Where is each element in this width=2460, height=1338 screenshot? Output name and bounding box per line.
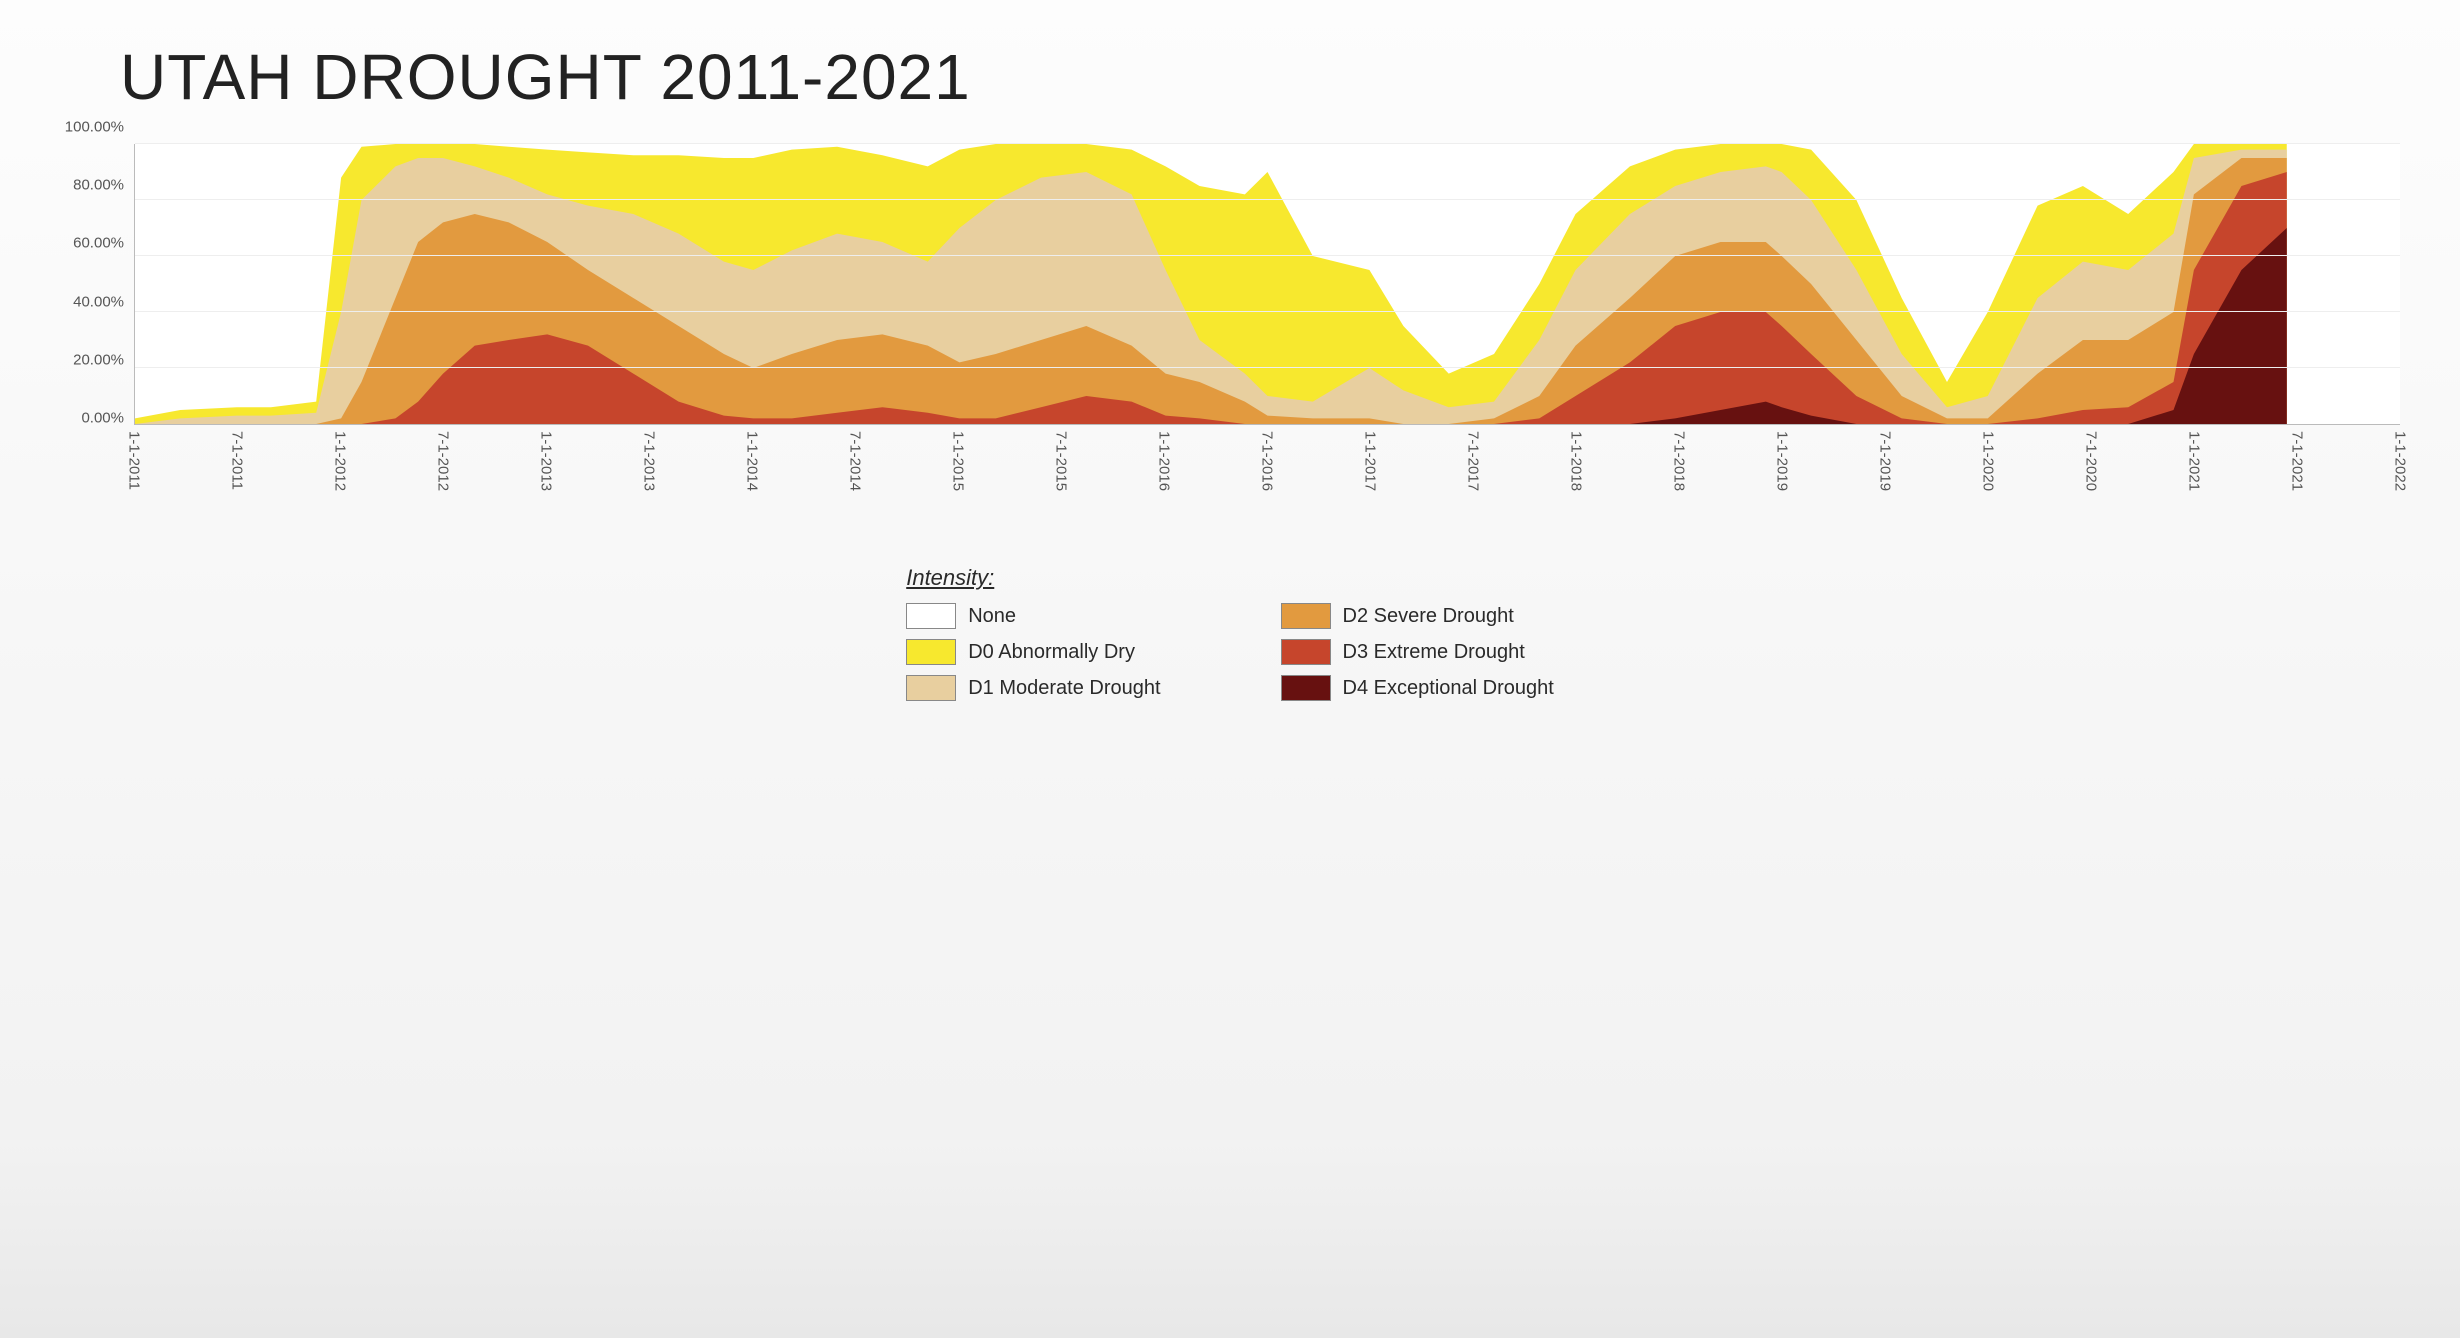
- legend-swatch: [906, 603, 956, 629]
- x-tick-label: 1-1-2020: [1980, 431, 1997, 491]
- x-tick-label: 1-1-2011: [126, 431, 143, 490]
- x-tick-label: 7-1-2015: [1053, 431, 1070, 491]
- x-tick-label: 7-1-2016: [1259, 431, 1276, 491]
- legend-swatch: [1281, 603, 1331, 629]
- y-axis: 0.00%20.00%40.00%60.00%80.00%100.00%: [60, 144, 130, 435]
- legend-item: D3 Extreme Drought: [1281, 639, 1554, 665]
- area-svg: [135, 144, 2400, 424]
- chart-plot-area: [134, 144, 2400, 425]
- x-axis: 1-1-20117-1-20111-1-20127-1-20121-1-2013…: [134, 425, 2400, 495]
- x-tick-label: 7-1-2012: [435, 431, 452, 491]
- legend-swatch: [906, 675, 956, 701]
- x-tick-label: 7-1-2021: [2289, 431, 2306, 491]
- legend-grid: None D2 Severe Drought D0 Abnormally Dry D3…: [906, 603, 1554, 701]
- x-tick-label: 7-1-2013: [641, 431, 658, 491]
- x-tick-label: 1-1-2014: [744, 431, 761, 491]
- x-tick-label: 1-1-2013: [538, 431, 555, 491]
- x-tick-label: 7-1-2020: [2083, 431, 2100, 491]
- y-tick-label: 20.00%: [73, 351, 124, 368]
- y-tick-label: 80.00%: [73, 177, 124, 194]
- legend-label: None: [968, 605, 1016, 628]
- grid-line: [135, 255, 2400, 256]
- x-tick-label: 1-1-2012: [332, 431, 349, 491]
- x-tick-label: 7-1-2019: [1877, 431, 1894, 491]
- grid-line: [135, 311, 2400, 312]
- x-tick-label: 1-1-2019: [1774, 431, 1791, 491]
- x-tick-label: 1-1-2016: [1156, 431, 1173, 491]
- page-title: UTAH DROUGHT 2011-2021: [120, 40, 2400, 114]
- legend-label: D4 Exceptional Drought: [1343, 677, 1554, 700]
- grid-line: [135, 143, 2400, 144]
- y-tick-label: 100.00%: [65, 119, 124, 136]
- x-tick-label: 1-1-2017: [1362, 431, 1379, 491]
- legend-title: Intensity:: [906, 565, 1554, 591]
- legend-item: None: [906, 603, 1160, 629]
- y-tick-label: 0.00%: [81, 410, 124, 427]
- legend-item: D4 Exceptional Drought: [1281, 675, 1554, 701]
- legend-label: D2 Severe Drought: [1343, 605, 1514, 628]
- y-tick-label: 60.00%: [73, 235, 124, 252]
- legend-label: D0 Abnormally Dry: [968, 641, 1135, 664]
- x-tick-label: 1-1-2015: [950, 431, 967, 491]
- legend-label: D3 Extreme Drought: [1343, 641, 1525, 664]
- legend-item: D2 Severe Drought: [1281, 603, 1554, 629]
- legend-item: D1 Moderate Drought: [906, 675, 1160, 701]
- x-tick-label: 7-1-2018: [1671, 431, 1688, 491]
- legend-swatch: [906, 639, 956, 665]
- x-tick-label: 1-1-2018: [1568, 431, 1585, 491]
- legend-label: D1 Moderate Drought: [968, 677, 1160, 700]
- x-tick-label: 1-1-2022: [2392, 431, 2409, 491]
- y-tick-label: 40.00%: [73, 293, 124, 310]
- legend-swatch: [1281, 675, 1331, 701]
- grid-line: [135, 199, 2400, 200]
- x-tick-label: 1-1-2021: [2186, 431, 2203, 491]
- grid-line: [135, 367, 2400, 368]
- x-tick-label: 7-1-2017: [1465, 431, 1482, 491]
- legend-item: D0 Abnormally Dry: [906, 639, 1160, 665]
- legend-swatch: [1281, 639, 1331, 665]
- x-tick-label: 7-1-2014: [847, 431, 864, 491]
- x-tick-label: 7-1-2011: [229, 431, 246, 490]
- drought-area-chart: 0.00%20.00%40.00%60.00%80.00%100.00% 1-1…: [60, 144, 2400, 495]
- legend: Intensity: None D2 Severe Drought D0 Abnor…: [60, 565, 2400, 701]
